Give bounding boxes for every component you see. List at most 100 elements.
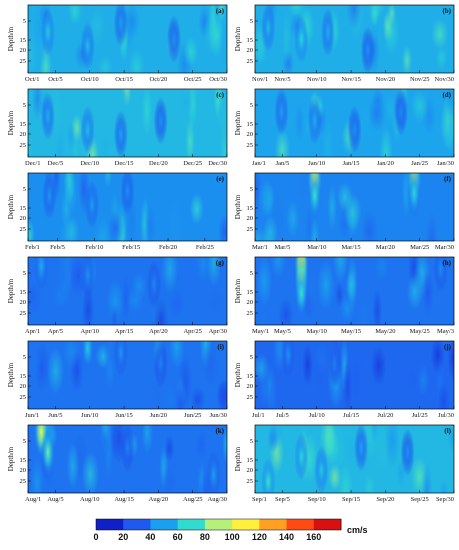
speed-streak <box>346 5 362 31</box>
speed-streak <box>216 94 227 135</box>
y-tick-label: 25 <box>20 226 27 233</box>
x-tick-label: Nov/25 <box>410 76 430 83</box>
speed-streak <box>406 364 420 395</box>
x-tick-label: Jul/30 <box>438 412 454 419</box>
y-tick-label: 5 <box>23 270 26 277</box>
speed-streak <box>28 30 38 73</box>
x-tick-label: Apr/20 <box>149 328 167 335</box>
speed-streak <box>371 89 385 116</box>
y-tick-label: 20 <box>247 131 254 138</box>
x-tick-label: Apr/25 <box>183 328 201 335</box>
speed-streak <box>447 425 454 453</box>
x-tick-label: Mar/15 <box>341 244 360 251</box>
panel-tag: (l) <box>444 427 451 435</box>
y-tick-label: 20 <box>20 131 27 138</box>
speed-streak <box>421 463 433 493</box>
panel-frame <box>27 340 228 410</box>
x-tick-label: Jan/5 <box>276 160 290 167</box>
speed-streak <box>163 464 177 493</box>
speed-maximum <box>407 173 422 218</box>
field <box>33 341 227 409</box>
speed-streak <box>141 425 154 454</box>
speed-streak <box>175 381 186 409</box>
x-tick-label: Feb/25 <box>196 244 214 251</box>
x-tick-label: Mar/30 <box>435 244 454 251</box>
panel-frame <box>254 340 455 410</box>
field <box>30 425 227 493</box>
speed-streak <box>431 17 449 51</box>
speed-streak <box>55 257 70 301</box>
x-tick-label: Nov/1 <box>252 76 268 83</box>
x-tick-label: Aug/10 <box>80 496 100 503</box>
x-tick-label: Jan/10 <box>308 160 325 167</box>
x-tick-label: Jun/10 <box>81 412 98 419</box>
speed-streak <box>62 341 80 369</box>
speed-streak <box>190 386 206 409</box>
speed-maximum <box>40 92 55 141</box>
speed-maximum <box>360 26 375 73</box>
colorbar-tick-label: 80 <box>200 532 210 542</box>
y-tick-label: 5 <box>250 270 253 277</box>
speed-maximum <box>40 428 55 477</box>
speed-streak <box>274 128 291 157</box>
panel-tag: (d) <box>442 91 451 99</box>
speed-streak <box>96 427 112 458</box>
heatmap-panels: 5 15 20 25 Depth/m Oct/1 Oct/5 Oct/10 Oct/15 Oct/… <box>7 4 455 503</box>
y-tick-label: 25 <box>247 142 254 149</box>
speed-streak <box>81 451 100 493</box>
x-tick-label: May/5 <box>274 328 291 335</box>
speed-streak <box>28 219 35 241</box>
colorbar-segment <box>123 519 151 530</box>
x-tick-label: Nov/5 <box>274 76 290 83</box>
speed-streak <box>384 425 401 469</box>
x-tick-label: Oct/5 <box>48 76 62 83</box>
speed-maximum <box>166 15 181 63</box>
y-tick-label: 20 <box>247 467 254 474</box>
y-axis-label: Depth/m <box>7 194 15 219</box>
x-tick-label: Sep/20 <box>376 496 394 503</box>
speed-streak <box>374 257 390 282</box>
panel-i: 5 15 20 25 Depth/m Jun/1 Jun/5 Jun/10 Jun/15 Jun/… <box>7 340 228 419</box>
y-tick-label: 5 <box>250 354 253 361</box>
x-tick-label: May/15 <box>341 328 361 335</box>
x-tick-label: Jan/30 <box>437 160 454 167</box>
speed-streak <box>31 89 43 122</box>
speed-streak <box>97 55 113 73</box>
x-tick-label: Apr/5 <box>48 328 63 335</box>
speed-streak <box>219 17 227 72</box>
colorbar-tick-label: 160 <box>306 532 321 542</box>
speed-streak <box>302 342 314 388</box>
x-tick-label: Mar/5 <box>275 244 291 251</box>
y-tick-label: 15 <box>20 37 27 44</box>
speed-streak <box>410 90 429 123</box>
panel-tag: (f) <box>444 175 452 183</box>
speed-streak <box>255 297 271 325</box>
speed-streak <box>281 10 292 66</box>
panel-frame <box>27 4 228 74</box>
speed-streak <box>63 173 75 207</box>
speed-streak <box>110 425 120 460</box>
x-tick-label: Jul/1 <box>252 412 265 419</box>
speed-streak <box>379 126 393 157</box>
speed-streak <box>202 341 219 389</box>
panel-h: 5 15 20 25 Depth/m May/1 May/5 May/10 May/15 May/… <box>234 256 455 335</box>
y-tick-label: 25 <box>247 58 254 65</box>
speed-streak <box>387 5 396 26</box>
x-tick-label: Sep/25 <box>411 496 429 503</box>
colorbar-segment <box>150 519 179 530</box>
x-tick-label: May/3 <box>437 328 454 335</box>
speed-maximum <box>433 257 448 293</box>
y-tick-label: 15 <box>247 121 254 128</box>
x-tick-label: Nov/20 <box>376 76 396 83</box>
speed-maximum <box>261 5 276 52</box>
speed-maximum <box>80 105 95 154</box>
speed-streak <box>28 128 34 157</box>
panel-frame <box>254 424 455 494</box>
x-tick-label: May/25 <box>410 328 430 335</box>
colorbar-tick-label: 40 <box>145 532 155 542</box>
speed-maximum <box>314 446 329 493</box>
colorbar-unit: cm/s <box>347 525 368 535</box>
colorbar-frame <box>95 518 342 531</box>
speed-maximum <box>281 341 296 379</box>
x-tick-label: Jun/25 <box>184 412 201 419</box>
